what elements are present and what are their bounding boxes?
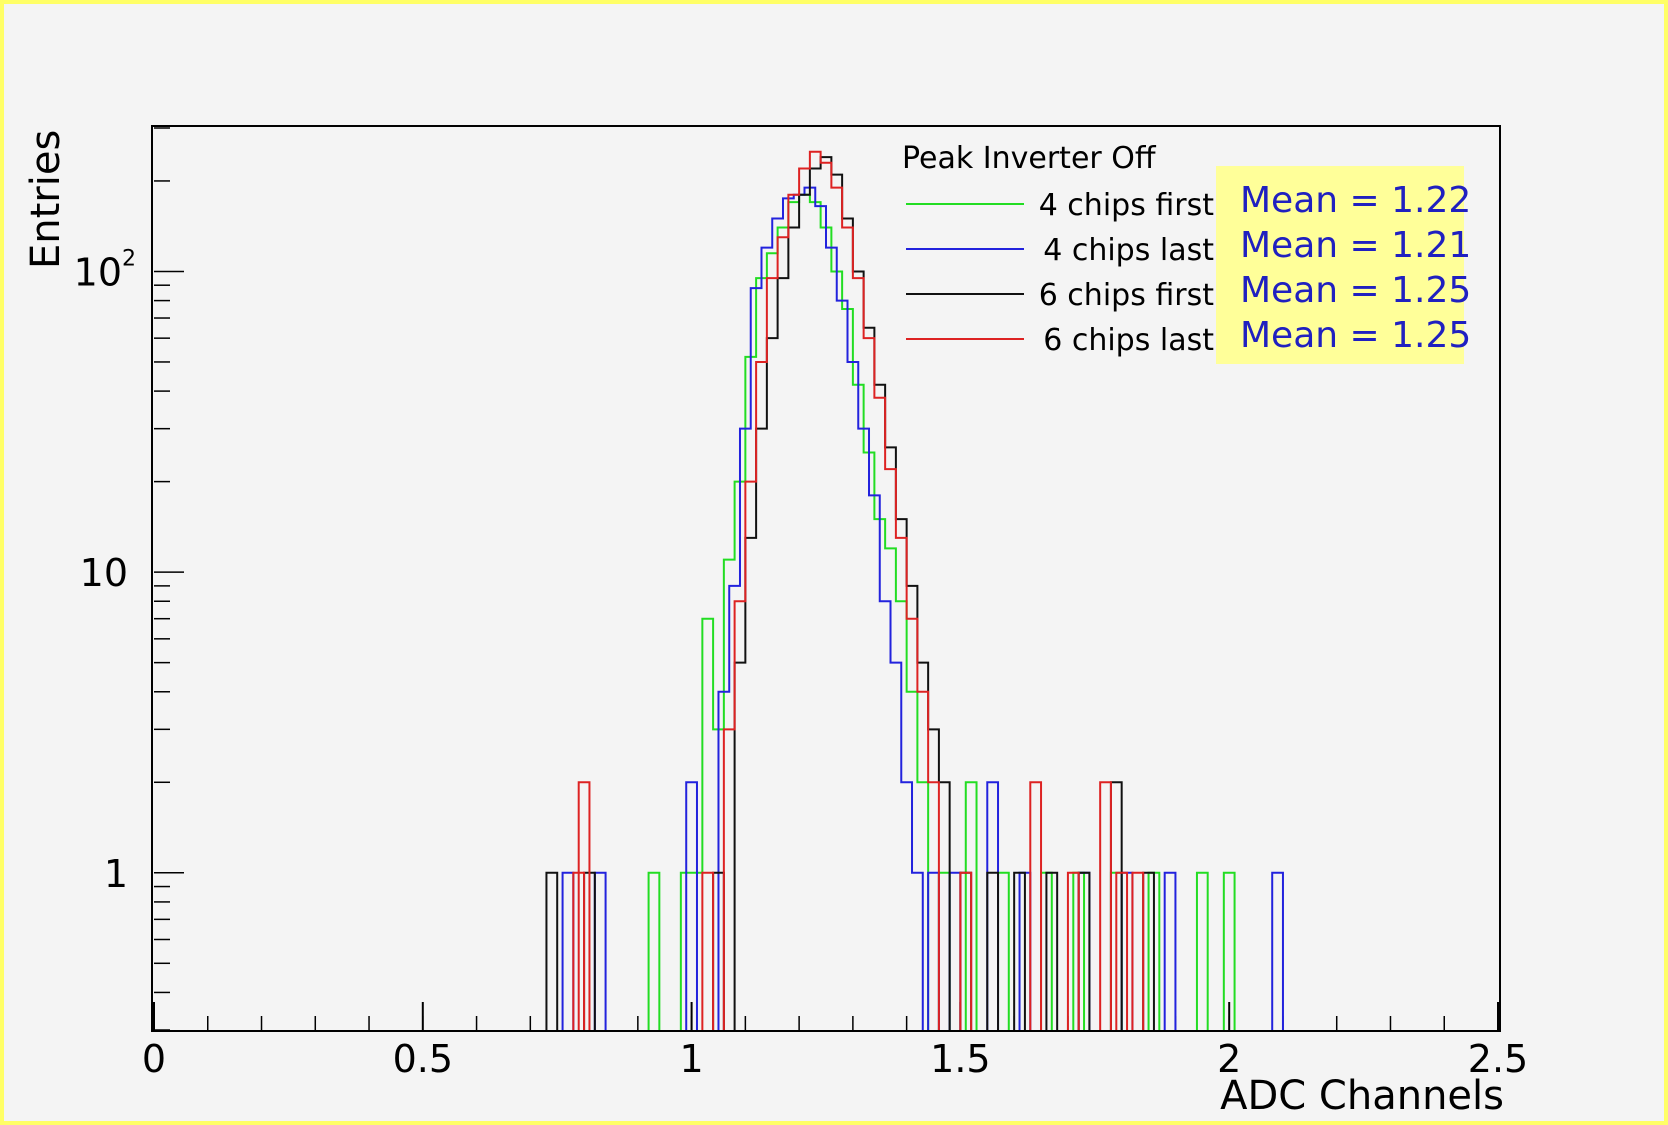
x-tick-label: 0: [142, 1037, 166, 1081]
stats-box-background: [1216, 166, 1464, 364]
mean-label: Mean = 1.21: [1240, 225, 1471, 266]
legend-label: 6 chips last: [1043, 323, 1214, 358]
legend-label: 6 chips first: [1039, 278, 1215, 313]
x-tick-label: 2: [1217, 1037, 1241, 1081]
x-axis-title: ADC Channels: [1220, 1073, 1504, 1119]
histogram-series-4: [572, 150, 1145, 1030]
mean-label: Mean = 1.25: [1240, 315, 1471, 356]
x-tick-label: 0.5: [393, 1037, 453, 1081]
y-tick-label: 10: [74, 250, 122, 294]
y-tick-exponent: 2: [122, 246, 136, 271]
mean-label: Mean = 1.25: [1240, 270, 1471, 311]
x-tick-label: 2.5: [1468, 1037, 1528, 1081]
legend-label: 4 chips first: [1039, 188, 1215, 223]
x-tick-label: 1: [680, 1037, 704, 1081]
x-tick-label: 1.5: [930, 1037, 990, 1081]
y-axis-title: Entries: [23, 130, 69, 269]
mean-label: Mean = 1.22: [1240, 180, 1471, 221]
y-tick-label: 10: [80, 551, 128, 595]
legend-label: 4 chips last: [1043, 233, 1214, 268]
legend-title: Peak Inverter Off: [902, 141, 1157, 176]
legend: Peak Inverter Off 4 chips first 4 chips l…: [902, 141, 1214, 358]
y-tick-label: 1: [104, 852, 128, 896]
series-layer: [545, 150, 1284, 1030]
legend-items: 4 chips first 4 chips last 6 chips first 6 …: [906, 188, 1214, 358]
